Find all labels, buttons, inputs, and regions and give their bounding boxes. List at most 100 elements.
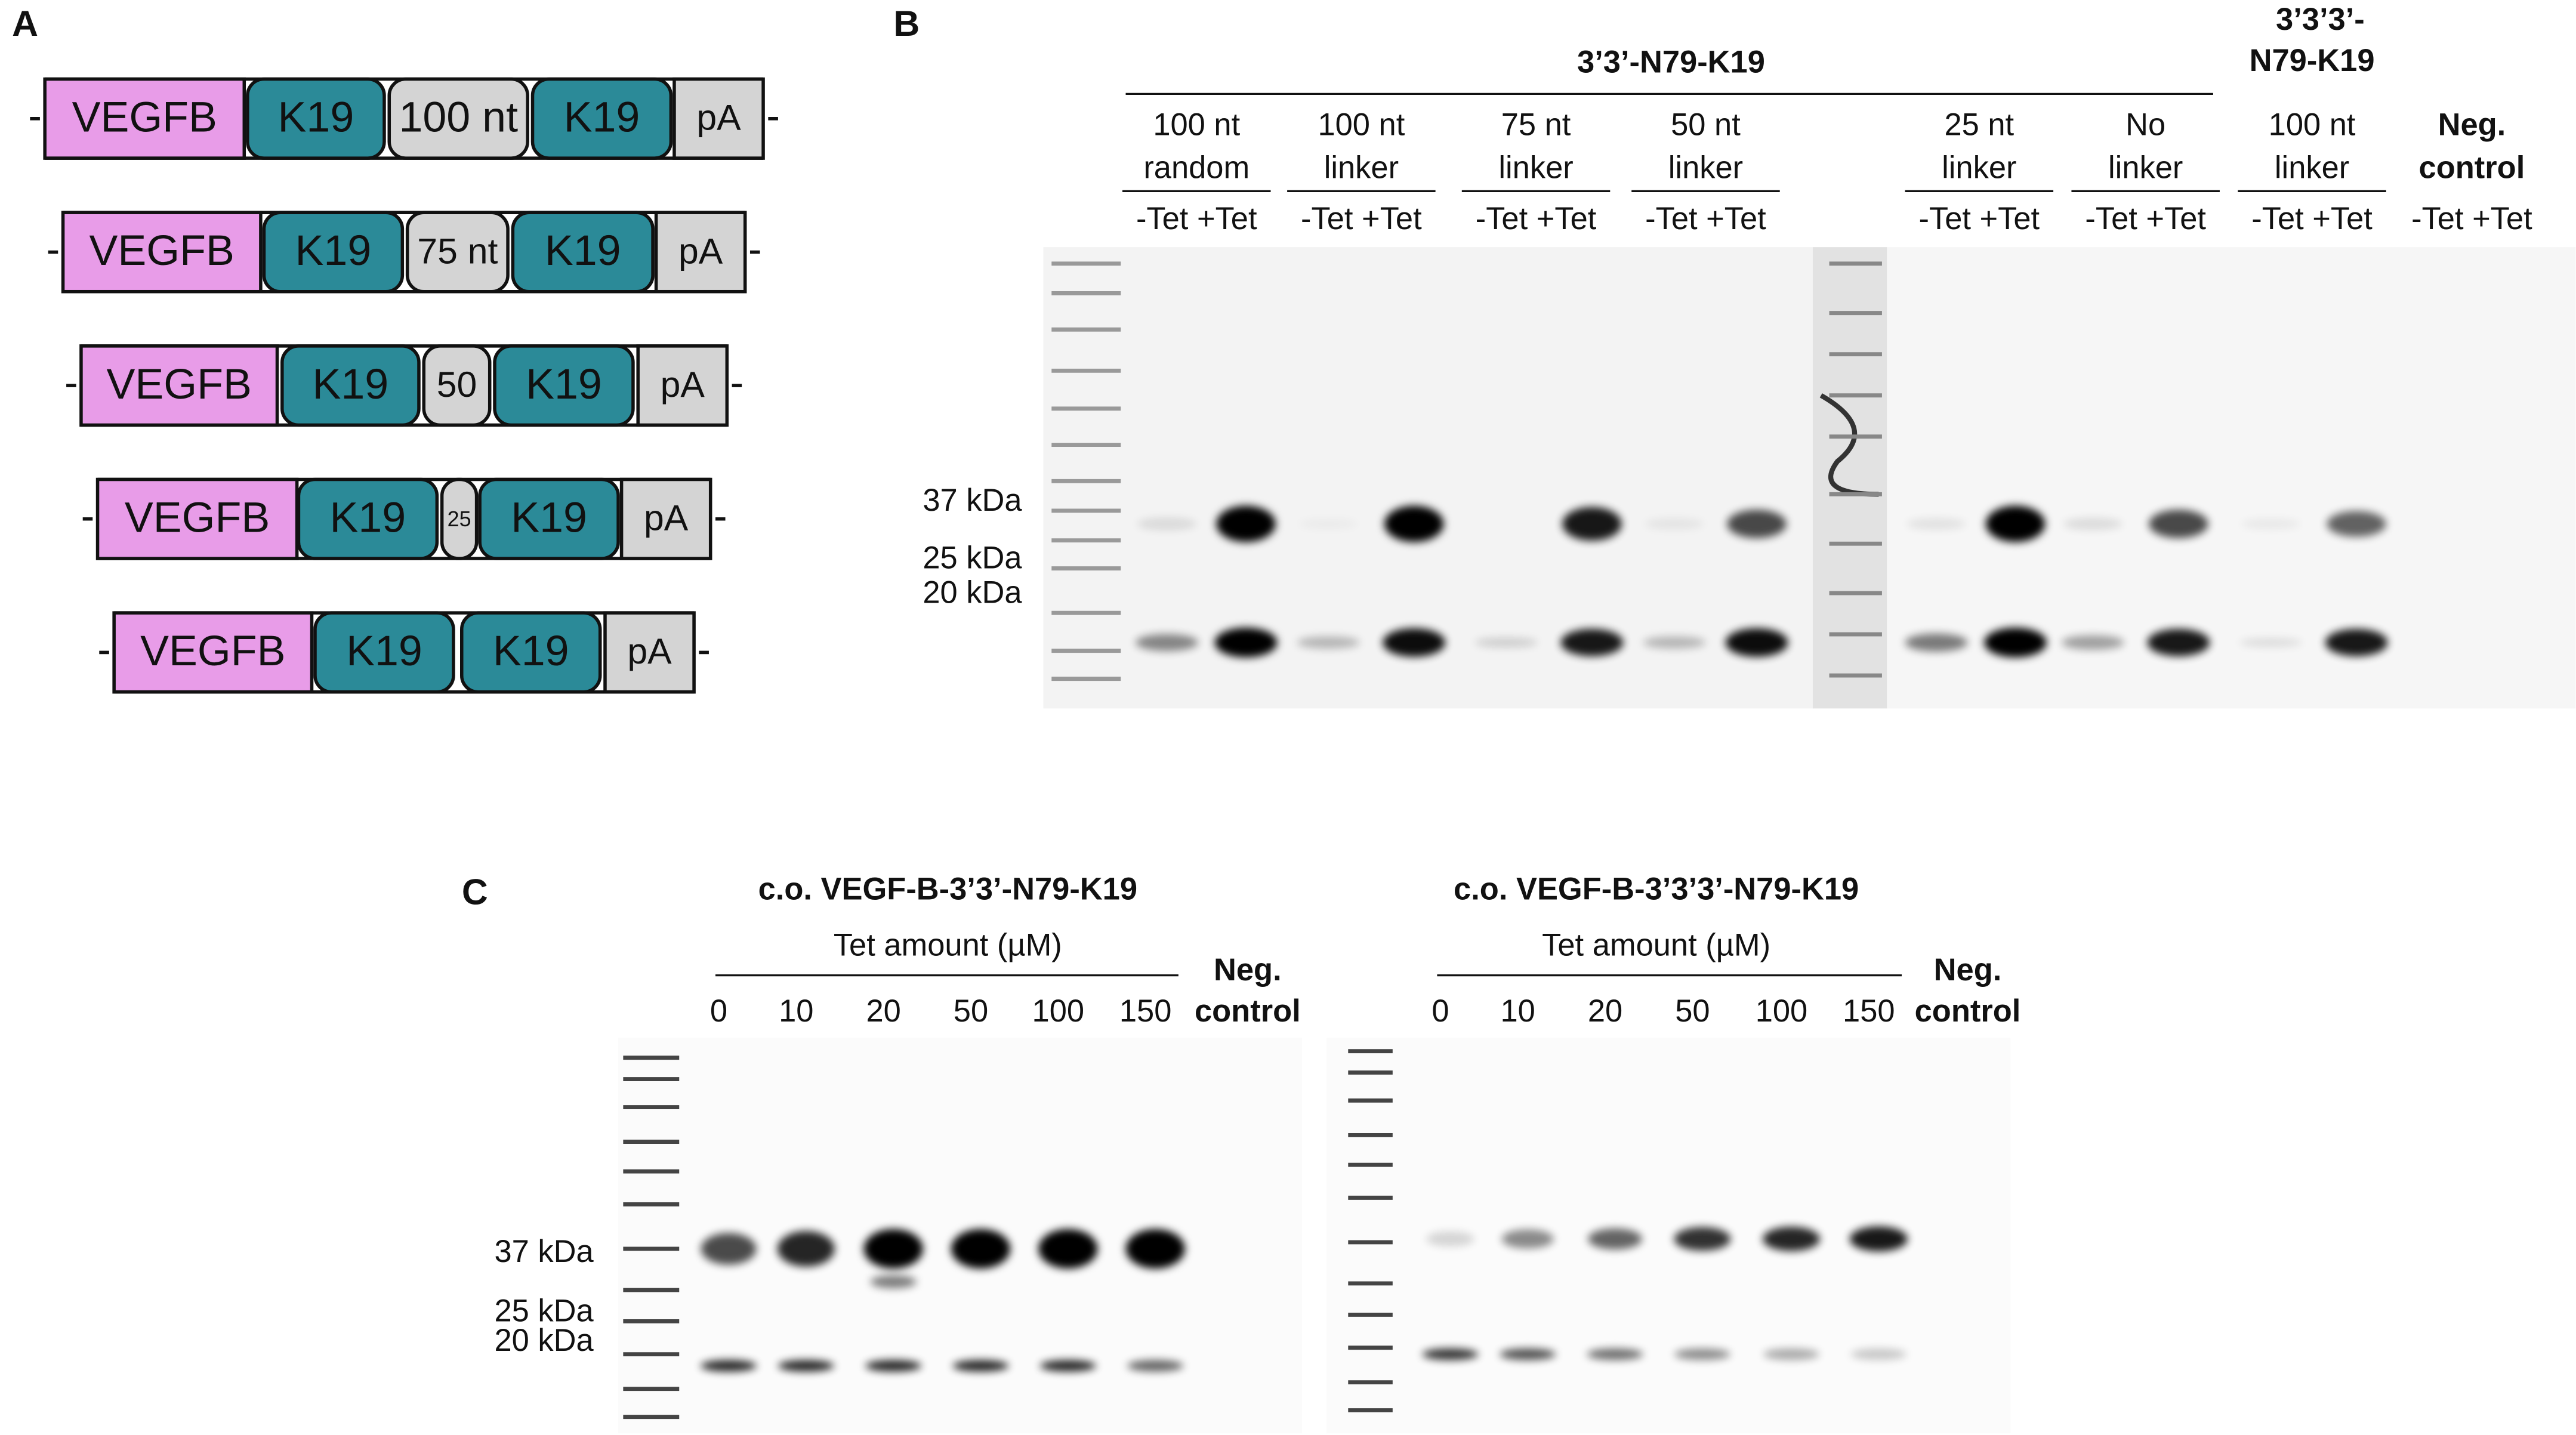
- band: [2239, 638, 2303, 647]
- segment-label: VEGFB: [125, 494, 270, 542]
- band: [1763, 1226, 1821, 1251]
- band: [2327, 511, 2386, 537]
- lane-label: -Tet +Tet: [1301, 202, 1422, 236]
- segment-label: VEGFB: [90, 227, 235, 274]
- condition-label: linker: [2108, 150, 2183, 185]
- lane-label: -Tet +Tet: [1476, 202, 1597, 236]
- band: [1588, 1228, 1642, 1250]
- band: [1905, 633, 1968, 652]
- segment: [511, 211, 655, 294]
- band: [2147, 628, 2210, 656]
- amount-label: 50: [954, 994, 988, 1029]
- segment-label: pA: [696, 97, 741, 138]
- band: [1216, 505, 1276, 542]
- amount-label: 100: [1756, 994, 1808, 1029]
- band: [1136, 634, 1199, 652]
- segment-label: VEGFB: [140, 627, 285, 675]
- amount-label: 0: [710, 994, 727, 1029]
- segment-label: K19: [313, 360, 389, 408]
- marker-label: 37 kDa: [923, 483, 1022, 518]
- band: [1297, 636, 1360, 649]
- band: [1906, 518, 1966, 530]
- amount-label: 0: [1432, 994, 1449, 1029]
- band: [2149, 510, 2208, 538]
- segment: [112, 611, 314, 694]
- neg-label: control: [1915, 994, 2021, 1029]
- band: [2063, 517, 2123, 530]
- segment-label: pA: [661, 364, 705, 405]
- condition-label: Neg.: [2438, 107, 2506, 142]
- band: [1674, 1348, 1730, 1360]
- lane-label: -Tet +Tet: [2411, 202, 2532, 236]
- amount-label: 20: [866, 994, 900, 1029]
- segment-label: 50: [437, 364, 477, 405]
- segment-label: K19: [278, 94, 354, 141]
- segment: [313, 611, 455, 694]
- blot-title: c.o. VEGF-B-3’3’-N79-K19: [758, 872, 1137, 907]
- band: [701, 1233, 757, 1265]
- band: [1298, 519, 1358, 529]
- band: [1214, 628, 1278, 658]
- condition-label: random: [1143, 150, 1250, 185]
- segment-label: pA: [678, 230, 723, 271]
- band: [1562, 507, 1622, 541]
- band: [863, 1229, 923, 1269]
- condition-label: No: [2125, 107, 2165, 142]
- marker-label: 25 kDa: [494, 1294, 594, 1329]
- neg-label: Neg.: [1934, 953, 2002, 987]
- segment-label: K19: [545, 227, 621, 274]
- band: [1038, 1229, 1098, 1269]
- condition-label: linker: [1668, 150, 1743, 185]
- axis-label: Tet amount (µM): [834, 928, 1062, 963]
- band: [1645, 518, 1704, 530]
- band: [1384, 505, 1444, 542]
- segment-label: pA: [627, 631, 672, 671]
- segment-label: K19: [493, 627, 569, 675]
- segment-label: VEGFB: [72, 94, 217, 141]
- band: [1127, 1360, 1184, 1372]
- segment-label: K19: [564, 94, 640, 141]
- condition-label: linker: [1324, 150, 1399, 185]
- amount-label: 20: [1588, 994, 1622, 1029]
- band: [1643, 636, 1706, 649]
- segment: [262, 211, 405, 294]
- band: [1501, 1229, 1554, 1249]
- band: [2325, 628, 2388, 656]
- condition-label: 100 nt: [1318, 107, 1405, 142]
- axis-label: Tet amount (µM): [1542, 928, 1770, 963]
- segment: [246, 77, 386, 160]
- band: [1850, 1348, 1907, 1360]
- condition-label: 25 nt: [1944, 107, 2014, 142]
- amount-label: 10: [1501, 994, 1535, 1029]
- marker-label: 20 kDa: [494, 1323, 594, 1358]
- band: [1725, 628, 1788, 657]
- band: [1500, 1348, 1556, 1360]
- group-label: N79-K19: [2250, 44, 2375, 78]
- condition-label: linker: [2275, 150, 2349, 185]
- marker-label: 20 kDa: [923, 576, 1022, 610]
- band: [1763, 1348, 1819, 1360]
- segment: [654, 211, 747, 294]
- segment-label: K19: [346, 627, 422, 675]
- segment: [493, 344, 635, 427]
- group-label: 3’3’-N79-K19: [1577, 45, 1765, 80]
- segment: [619, 477, 712, 560]
- segment-label: K19: [330, 494, 406, 542]
- segment-label: pA: [644, 498, 689, 538]
- lane-label: -Tet +Tet: [2251, 202, 2373, 236]
- band: [777, 1231, 835, 1267]
- condition-label: control: [2419, 150, 2525, 185]
- segment: [530, 77, 673, 160]
- condition-label: 50 nt: [1671, 107, 1741, 142]
- band: [1422, 1348, 1479, 1360]
- segment: [79, 344, 279, 427]
- band: [1125, 1229, 1185, 1269]
- band: [701, 1360, 757, 1372]
- panel-label: A: [12, 3, 38, 44]
- segment: [603, 611, 696, 694]
- segment: [387, 77, 529, 160]
- amount-label: 150: [1119, 994, 1172, 1029]
- segment-label: K19: [526, 360, 602, 408]
- band: [1039, 1360, 1096, 1372]
